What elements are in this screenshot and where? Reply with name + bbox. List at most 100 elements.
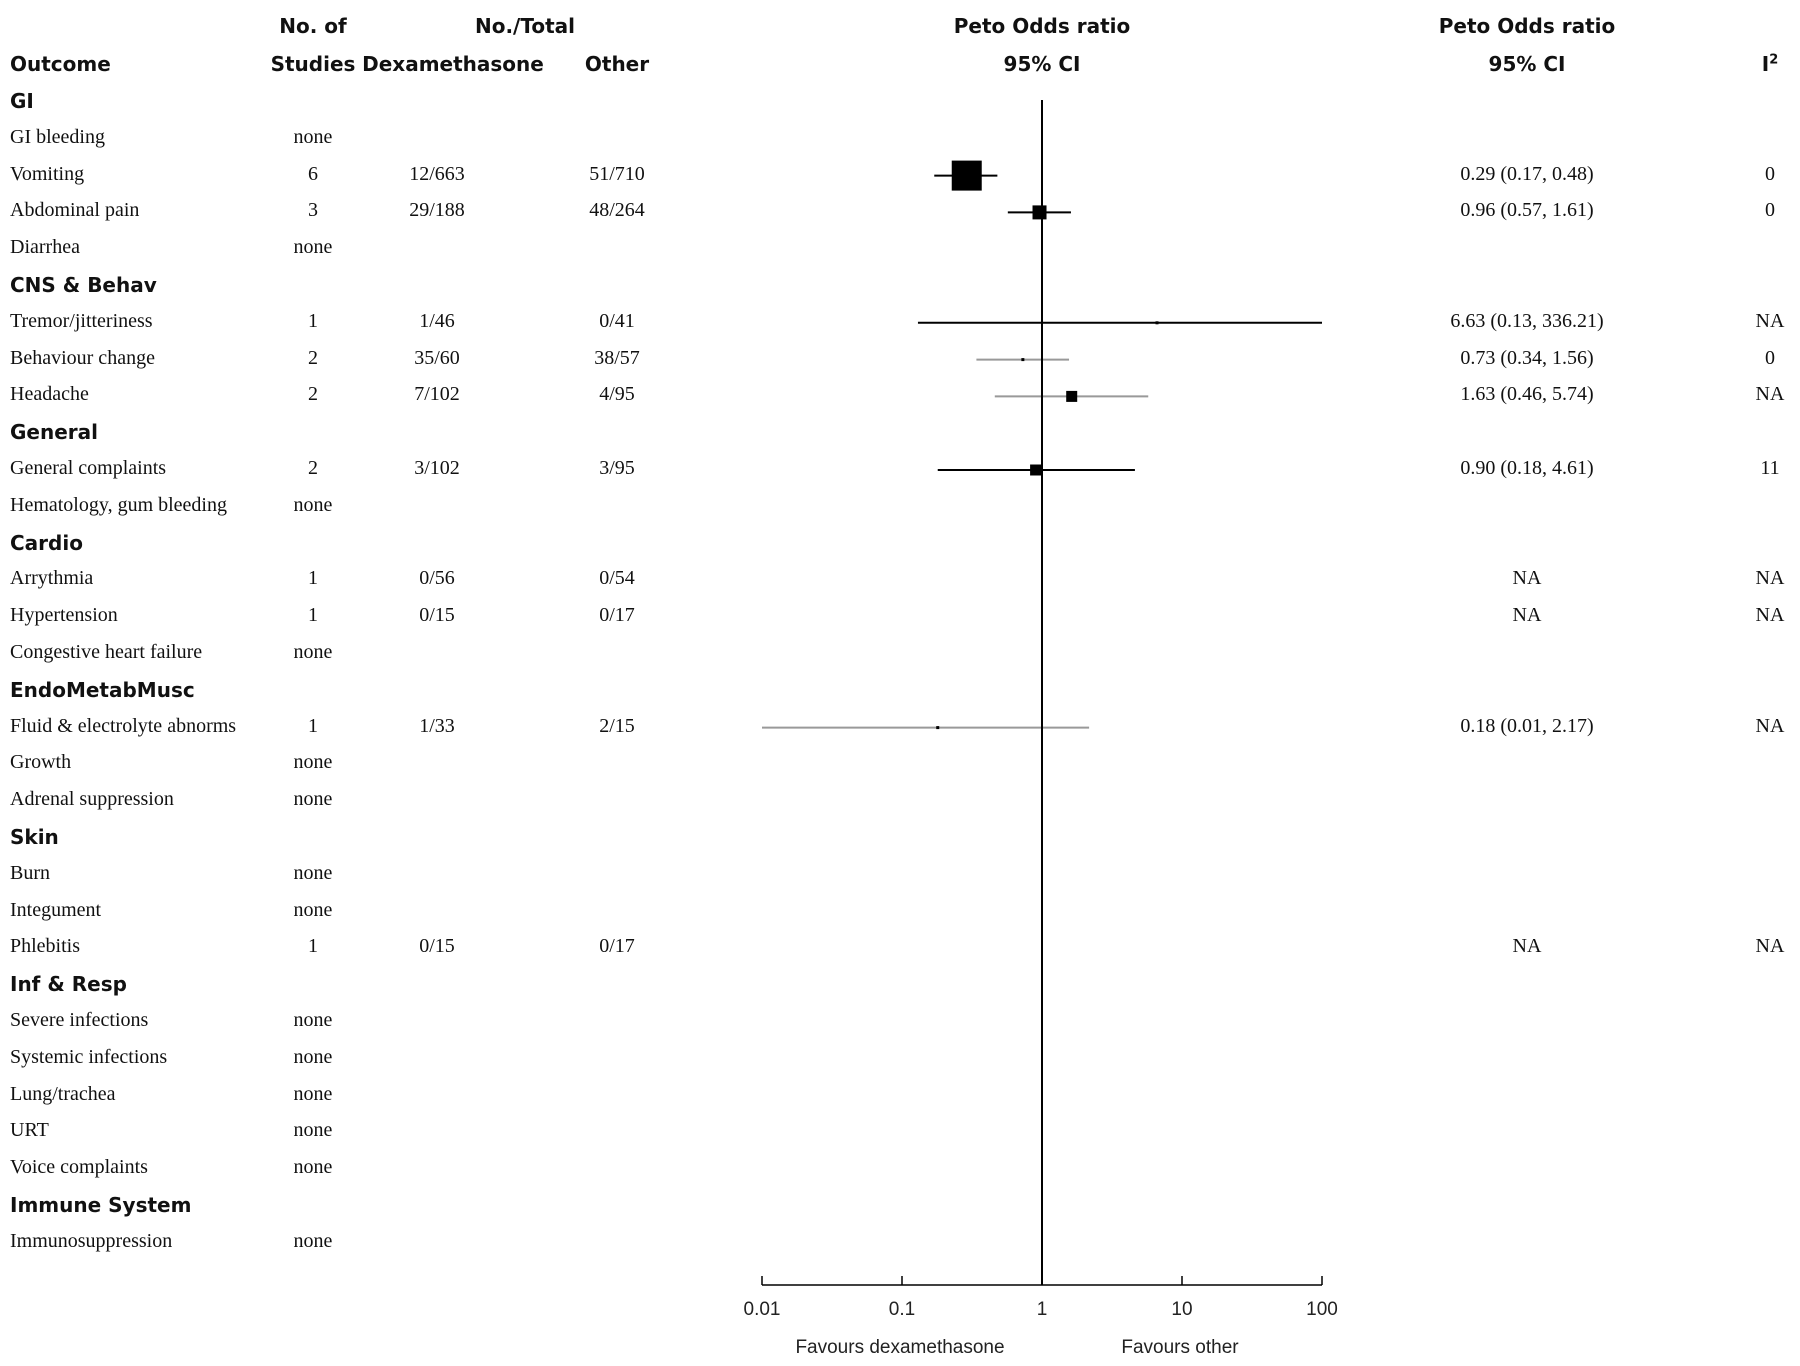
point-estimate: [936, 726, 940, 730]
or-ci-text: NA: [1512, 567, 1542, 590]
other-total: 2/15: [599, 714, 635, 737]
studies-count: 1: [308, 935, 318, 958]
outcome-label: Headache: [10, 383, 89, 406]
category-label: Skin: [10, 825, 59, 849]
header-dexamethasone: Dexamethasone: [362, 52, 544, 76]
outcome-label: Phlebitis: [10, 935, 81, 958]
i2-value: 0: [1765, 162, 1775, 185]
outcome-label: Severe infections: [10, 1009, 149, 1031]
outcome-label: Systemic infections: [10, 1045, 168, 1068]
studies-count: none: [293, 751, 333, 774]
favours-other-label: Favours other: [1121, 1337, 1239, 1358]
category-label: EndoMetabMusc: [10, 677, 195, 702]
dexamethasone-total: 3/102: [414, 457, 460, 479]
point-estimate: [1155, 321, 1159, 325]
studies-count: none: [293, 1119, 333, 1142]
header-outcome: Outcome: [10, 52, 111, 76]
other-total: 3/95: [599, 457, 635, 479]
outcome-label: Lung/trachea: [10, 1082, 116, 1105]
x-tick-label: 0.01: [744, 1299, 781, 1320]
studies-count: 2: [308, 383, 318, 406]
category-label: Cardio: [10, 530, 83, 555]
point-estimate: [1066, 390, 1078, 402]
studies-count: none: [293, 861, 333, 884]
studies-count: none: [293, 898, 333, 921]
category-label: CNS & Behav: [10, 273, 157, 297]
category-label: GI: [10, 89, 34, 113]
or-ci-text: 0.73 (0.34, 1.56): [1460, 346, 1594, 369]
or-ci-text: 0.29 (0.17, 0.48): [1460, 162, 1594, 185]
outcome-label: Hypertension: [10, 604, 118, 627]
outcome-label: Burn: [10, 861, 50, 884]
outcome-label: Fluid & electrolyte abnorms: [10, 714, 237, 737]
x-tick-label: 1: [1037, 1299, 1048, 1320]
dexamethasone-total: 0/56: [419, 567, 455, 590]
header-i2-superscript: 2: [1769, 52, 1779, 68]
outcome-label: Arrythmia: [10, 567, 94, 590]
point-estimate: [1030, 464, 1042, 476]
or-ci-text: NA: [1512, 935, 1542, 958]
i2-value: 11: [1760, 457, 1780, 479]
dexamethasone-total: 1/46: [419, 309, 455, 332]
studies-count: none: [293, 125, 333, 148]
studies-count: none: [293, 236, 333, 259]
outcome-label: Growth: [10, 751, 72, 774]
or-ci-text: 0.90 (0.18, 4.61): [1460, 457, 1594, 479]
outcome-label: Immunosuppression: [10, 1229, 173, 1252]
category-label: General: [10, 420, 98, 445]
header-plot-line1: Peto Odds ratio: [953, 14, 1131, 38]
i2-value: NA: [1755, 714, 1785, 737]
or-ci-text: 1.63 (0.46, 5.74): [1460, 383, 1594, 406]
studies-count: 1: [308, 309, 318, 332]
outcome-label: Vomiting: [10, 162, 85, 185]
other-total: 38/57: [594, 346, 640, 369]
header-ci-line2: 95% CI: [1488, 52, 1566, 76]
outcome-label: Behaviour change: [10, 346, 155, 369]
i2-value: NA: [1755, 604, 1785, 627]
dexamethasone-total: 12/663: [409, 162, 465, 185]
outcome-label: GI bleeding: [10, 125, 105, 148]
studies-count: 1: [308, 604, 318, 627]
header-i2: I2: [1762, 52, 1779, 76]
studies-count: none: [293, 1045, 333, 1068]
other-total: 0/41: [599, 309, 635, 332]
outcome-label: General complaints: [10, 457, 167, 479]
category-label: Inf & Resp: [10, 972, 127, 997]
outcome-label: Congestive heart failure: [10, 641, 203, 663]
i2-value: NA: [1755, 567, 1785, 590]
header-plot-line2: 95% CI: [1003, 52, 1081, 76]
studies-count: none: [293, 1009, 333, 1031]
other-total: 4/95: [599, 383, 635, 406]
i2-value: 0: [1765, 346, 1775, 369]
studies-count: none: [293, 641, 333, 663]
outcome-label: Abdominal pain: [10, 199, 140, 222]
x-tick-label: 100: [1306, 1299, 1338, 1320]
or-ci-text: NA: [1512, 604, 1542, 627]
or-ci-text: 0.18 (0.01, 2.17): [1460, 714, 1594, 737]
x-tick-label: 10: [1171, 1299, 1192, 1320]
header-studies-line1: No. of: [279, 14, 347, 38]
point-estimate: [951, 160, 982, 191]
outcome-label: Hematology, gum bleeding: [10, 493, 227, 516]
header-total-line1: No./Total: [474, 14, 576, 38]
studies-count: none: [293, 1229, 333, 1252]
outcome-label: Adrenal suppression: [10, 788, 174, 811]
point-estimate: [1021, 358, 1025, 362]
dexamethasone-total: 7/102: [414, 383, 460, 406]
outcome-label: URT: [10, 1119, 49, 1142]
dexamethasone-total: 1/33: [419, 714, 455, 737]
studies-count: 3: [308, 199, 318, 222]
other-total: 51/710: [589, 162, 645, 185]
header-i2-letter: I: [1761, 52, 1770, 76]
i2-value: 0: [1765, 199, 1775, 222]
header-ci-line1: Peto Odds ratio: [1438, 14, 1616, 38]
outcome-label: Diarrhea: [10, 236, 80, 259]
outcome-label: Integument: [10, 898, 102, 921]
or-ci-text: 6.63 (0.13, 336.21): [1450, 309, 1604, 332]
header-other: Other: [584, 52, 650, 76]
other-total: 0/17: [599, 935, 635, 958]
dexamethasone-total: 0/15: [419, 604, 455, 627]
or-ci-text: 0.96 (0.57, 1.61): [1460, 199, 1594, 222]
